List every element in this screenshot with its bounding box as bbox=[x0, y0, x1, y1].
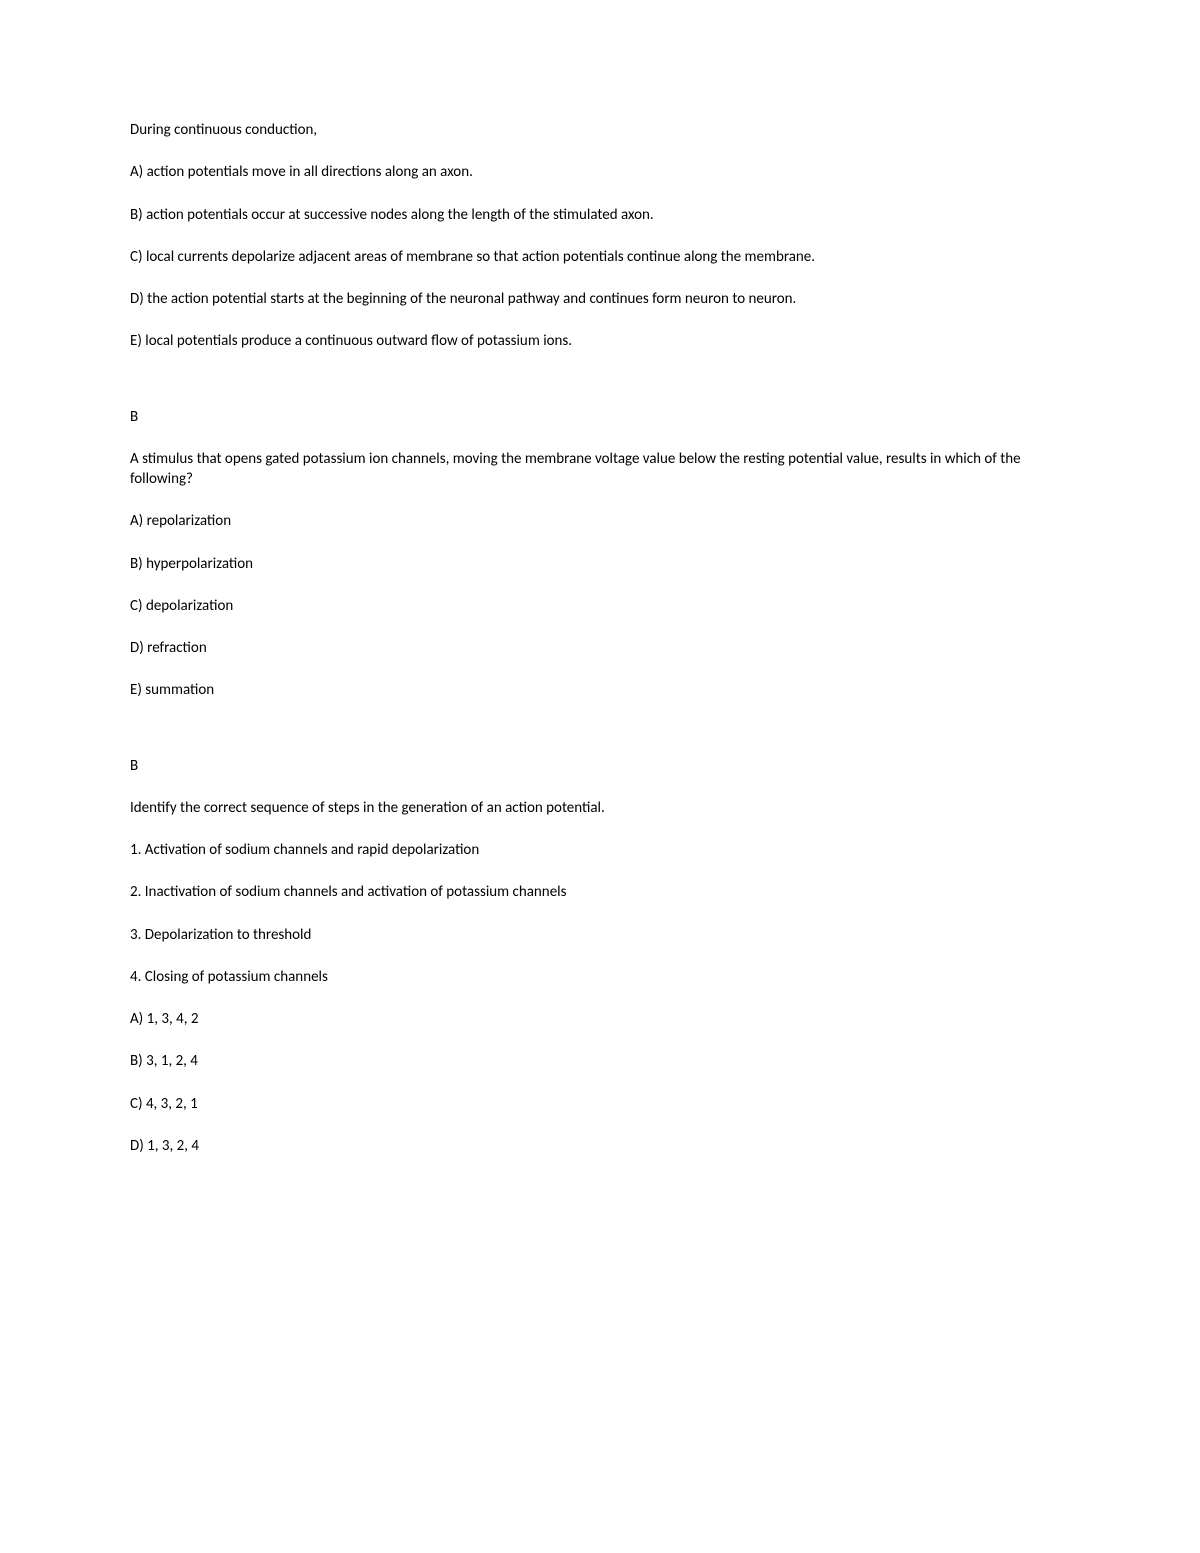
option-d: D) refraction bbox=[130, 638, 1070, 658]
option-b: B) action potentials occur at successive… bbox=[130, 205, 1070, 225]
option-d: D) 1, 3, 2, 4 bbox=[130, 1136, 1070, 1156]
list-item-2: 2. Inactivation of sodium channels and a… bbox=[130, 882, 1070, 902]
question-1: During continuous conduction, A) action … bbox=[130, 120, 1070, 352]
option-c: C) 4, 3, 2, 1 bbox=[130, 1094, 1070, 1114]
option-a: A) repolarization bbox=[130, 511, 1070, 531]
option-e: E) local potentials produce a continuous… bbox=[130, 331, 1070, 351]
question-prompt: Identify the correct sequence of steps i… bbox=[130, 798, 1070, 818]
option-a: A) 1, 3, 4, 2 bbox=[130, 1009, 1070, 1029]
list-item-4: 4. Closing of potassium channels bbox=[130, 967, 1070, 987]
question-prompt: A stimulus that opens gated potassium io… bbox=[130, 449, 1070, 490]
answer-marker: B bbox=[130, 407, 1070, 427]
option-c: C) depolarization bbox=[130, 596, 1070, 616]
option-e: E) summation bbox=[130, 680, 1070, 700]
option-d: D) the action potential starts at the be… bbox=[130, 289, 1070, 309]
list-item-3: 3. Depolarization to threshold bbox=[130, 925, 1070, 945]
option-b: B) hyperpolarization bbox=[130, 554, 1070, 574]
question-3: B Identify the correct sequence of steps… bbox=[130, 756, 1070, 1157]
answer-marker: B bbox=[130, 756, 1070, 776]
question-prompt: During continuous conduction, bbox=[130, 120, 1070, 140]
option-b: B) 3, 1, 2, 4 bbox=[130, 1051, 1070, 1071]
option-a: A) action potentials move in all directi… bbox=[130, 162, 1070, 182]
option-c: C) local currents depolarize adjacent ar… bbox=[130, 247, 1070, 267]
question-2: B A stimulus that opens gated potassium … bbox=[130, 407, 1070, 701]
list-item-1: 1. Activation of sodium channels and rap… bbox=[130, 840, 1070, 860]
